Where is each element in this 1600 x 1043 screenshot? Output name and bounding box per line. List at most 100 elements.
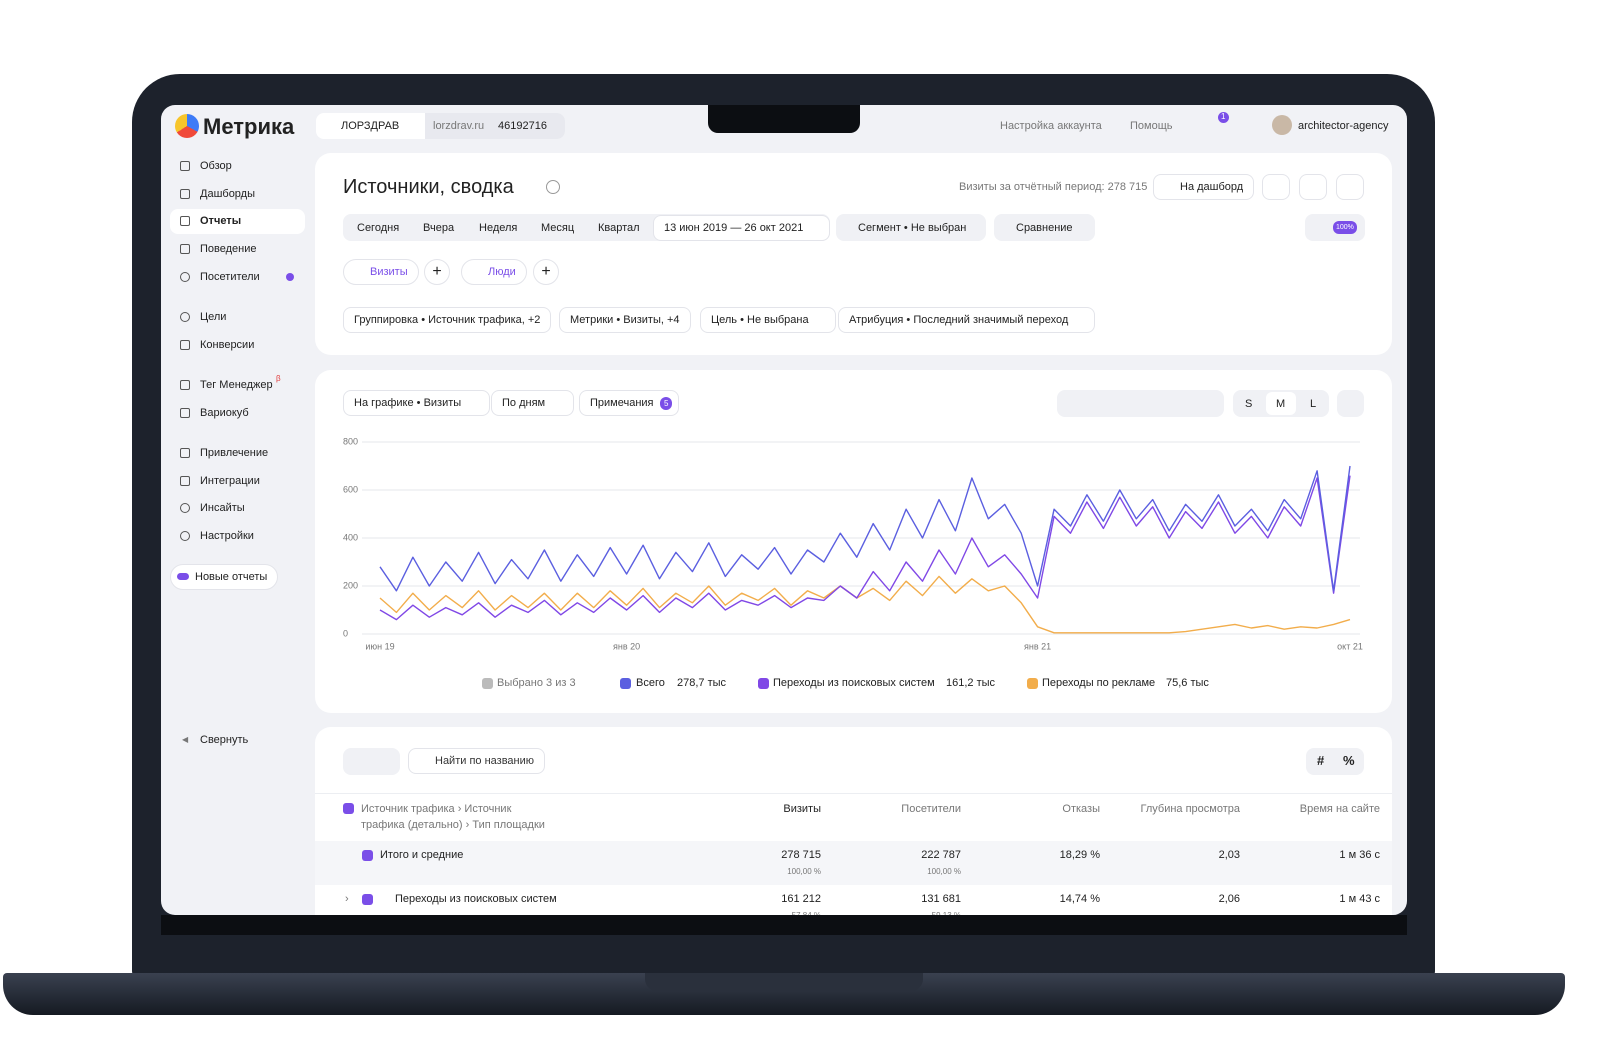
collapse[interactable]: Свернуть: [200, 734, 249, 746]
counter-id: 46192716: [498, 120, 547, 132]
beta-badge: β: [276, 374, 281, 383]
column-header[interactable]: Посетители: [901, 803, 961, 815]
period[interactable]: Неделя: [479, 222, 518, 234]
label: Люди: [488, 266, 516, 278]
comparison-bg[interactable]: [994, 214, 1095, 241]
nav-item[interactable]: Отчеты: [200, 215, 242, 227]
new-reports[interactable]: Новые отчеты: [170, 564, 279, 590]
legend-checkbox[interactable]: [758, 678, 769, 689]
tab[interactable]: Визиты: [343, 259, 419, 285]
nav-item[interactable]: Вариокуб: [200, 407, 249, 419]
period[interactable]: Месяц: [541, 222, 575, 234]
unit[interactable]: %: [1343, 753, 1355, 768]
size[interactable]: S: [1245, 398, 1253, 410]
laptop-hinge: [645, 973, 923, 991]
row-name: Итого и средние: [380, 849, 464, 861]
filter[interactable]: Группировка • Источник трафика, +2: [343, 307, 552, 333]
checkbox[interactable]: [343, 803, 354, 814]
column-header[interactable]: Время на сайте: [1299, 803, 1380, 815]
y-tick-label: 0: [343, 628, 348, 638]
date-range[interactable]: 13 июн 2019 — 26 окт 2021: [653, 215, 831, 241]
collapse-arrow: ◀: [182, 735, 189, 744]
x-tick-label: окт 21: [1337, 641, 1363, 651]
size[interactable]: L: [1310, 398, 1317, 410]
comparison: Сравнение: [1016, 222, 1073, 234]
add-tab[interactable]: +: [533, 259, 559, 285]
filter[interactable]: Цель • Не выбрана: [700, 307, 836, 333]
nav-item[interactable]: Цели: [200, 311, 227, 323]
share: 57,84 %: [700, 908, 821, 915]
x-tick-label: янв 20: [613, 641, 640, 651]
filter[interactable]: Метрики • Визиты, +4: [559, 307, 691, 333]
account-settings[interactable]: Настройка аккаунта: [1000, 120, 1102, 132]
legend-checkbox[interactable]: [1027, 678, 1038, 689]
export[interactable]: [1262, 174, 1290, 200]
legend-total: 75,6 тыс: [1166, 677, 1209, 689]
series-line: [379, 465, 1351, 592]
dot: [286, 273, 294, 281]
legend-checkbox[interactable]: [620, 678, 631, 689]
column-header[interactable]: Отказы: [1062, 803, 1100, 815]
nav-item[interactable]: Привлечение: [200, 447, 269, 459]
x-tick-label: янв 21: [1024, 641, 1051, 651]
more[interactable]: [1336, 174, 1364, 200]
cell: 18,29 %: [1059, 849, 1100, 861]
notes-count: 5: [660, 397, 673, 410]
nav-item[interactable]: Дашборды: [200, 188, 255, 200]
share: 59,13 %: [820, 908, 961, 915]
column-header[interactable]: Глубина просмотра: [1140, 803, 1240, 815]
icon: [180, 312, 190, 322]
expand[interactable]: ›: [345, 893, 349, 905]
label: Примечания: [590, 397, 654, 409]
cell: 1 м 43 с: [1339, 893, 1380, 905]
segment-bg[interactable]: [836, 214, 986, 241]
history[interactable]: [1299, 174, 1327, 200]
x-tick-label: июн 19: [365, 641, 394, 651]
period[interactable]: Сегодня: [357, 222, 400, 234]
logo[interactable]: Метрика: [203, 114, 295, 139]
nav-item[interactable]: Обзор: [200, 160, 232, 172]
unit[interactable]: #: [1317, 753, 1325, 768]
legend-entry: Переходы из поисковых систем: [773, 677, 935, 689]
icon: [180, 408, 190, 418]
report-title: Источники, сводка: [343, 176, 514, 198]
search[interactable]: Найти по названию: [408, 748, 545, 774]
help[interactable]: Помощь: [1130, 120, 1173, 132]
label: На графике • Визиты: [354, 397, 462, 409]
filter[interactable]: Атрибуция • Последний значимый переход: [838, 307, 1096, 333]
nav-item[interactable]: Тег Менеджер: [200, 379, 273, 391]
size[interactable]: M: [1276, 398, 1286, 410]
cell: 14,74 %: [1059, 893, 1100, 905]
checkbox[interactable]: [362, 850, 373, 861]
visits-total: Визиты за отчётный период: 278 715: [959, 181, 1148, 193]
nav-item[interactable]: Инсайты: [200, 502, 245, 514]
period[interactable]: Квартал: [598, 222, 640, 234]
fullscreen[interactable]: [1337, 390, 1364, 417]
period[interactable]: Вчера: [423, 222, 455, 234]
add-tab[interactable]: +: [424, 259, 450, 285]
nav-item[interactable]: Конверсии: [200, 339, 255, 351]
tab[interactable]: Люди: [461, 259, 527, 285]
checkbox[interactable]: [362, 894, 373, 905]
nav-item[interactable]: Поведение: [200, 243, 257, 255]
counter-name: ЛОРЗДРАВ: [341, 120, 400, 132]
icon: [180, 161, 190, 171]
cell: 2,03: [1218, 849, 1240, 861]
user[interactable]: architector-agency: [1298, 120, 1389, 132]
nav-item[interactable]: Посетители: [200, 271, 260, 283]
detail-select[interactable]: По дням: [491, 390, 575, 416]
nav-item[interactable]: Интеграции: [200, 475, 260, 487]
icon: [180, 340, 190, 350]
chart-types[interactable]: [1057, 390, 1224, 417]
metric-select[interactable]: На графике • Визиты: [343, 390, 491, 416]
legend-checkbox[interactable]: [482, 678, 493, 689]
column-header[interactable]: Визиты: [783, 803, 821, 815]
to-dashboard[interactable]: На дашборд: [1153, 174, 1255, 200]
nav-item[interactable]: Настройки: [200, 530, 254, 542]
label: Группировка • Источник трафика, +2: [354, 314, 541, 326]
view-toggle[interactable]: [343, 748, 400, 775]
avatar[interactable]: [1272, 115, 1292, 135]
